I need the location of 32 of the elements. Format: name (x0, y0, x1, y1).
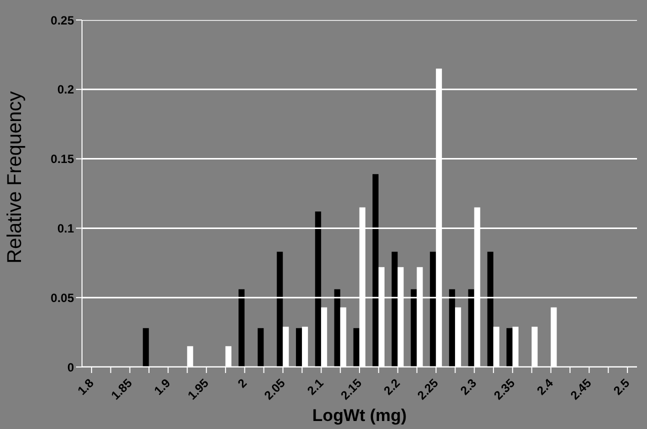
x-tick-label: 2.2 (381, 376, 403, 398)
y-tick-label: 0.25 (50, 13, 74, 28)
bar (468, 289, 474, 367)
bar (238, 289, 245, 367)
bar (487, 252, 494, 367)
bar (258, 328, 264, 367)
bar (430, 252, 436, 367)
bar (315, 212, 322, 367)
bar (506, 328, 512, 367)
y-tick-label: 0.1 (57, 221, 74, 236)
bar (392, 252, 398, 367)
x-tick-label: 2.4 (534, 376, 556, 398)
x-tick-label: 1.9 (151, 376, 174, 398)
y-tick-label: 0.15 (50, 152, 74, 166)
x-tick-label: 2.5 (610, 376, 633, 398)
x-axis-title: LogWt (mg) (312, 406, 407, 425)
y-tick-label: 0 (67, 360, 74, 374)
bar (410, 289, 417, 367)
bar (142, 328, 149, 367)
bar (449, 289, 456, 367)
y-tick-label: 0.2 (57, 82, 74, 97)
x-tick-label: 2 (234, 376, 250, 391)
bar (353, 328, 360, 367)
x-tick-label: 2.1 (304, 376, 326, 398)
bar (372, 174, 379, 367)
x-tick-label: 2.3 (458, 376, 480, 398)
y-tick-label: 0.05 (50, 290, 74, 305)
bar (296, 328, 302, 367)
bar (276, 252, 283, 367)
y-axis-title: Relative Frequency (4, 91, 26, 264)
bar (334, 289, 340, 367)
x-tick-label: 1.8 (74, 376, 97, 398)
